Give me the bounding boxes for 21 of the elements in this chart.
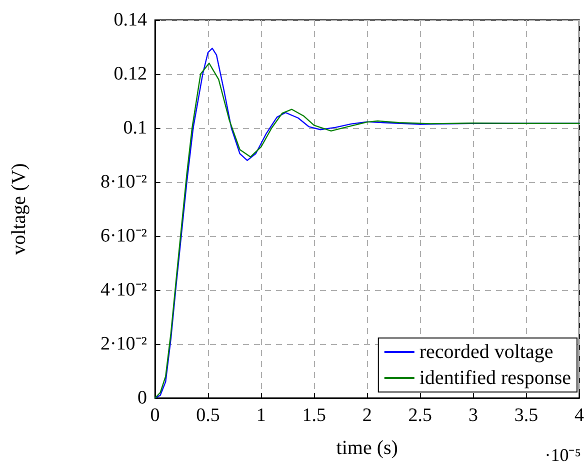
y-tick-label: 0	[138, 388, 147, 408]
x-axis-title: time (s)	[336, 437, 398, 459]
y-tick-label: 8·10⁻²	[100, 172, 148, 192]
x-tick-label: 2	[362, 405, 372, 426]
x-tick-label: 1.5	[302, 405, 326, 426]
y-tick-label: 0.1	[123, 118, 147, 138]
x-tick-label: 4	[574, 405, 584, 426]
x-tick-label: 1	[256, 405, 266, 426]
y-tick-label: 6·10⁻²	[100, 226, 148, 246]
y-tick-label: 0.12	[114, 64, 147, 84]
legend-label: recorded voltage	[419, 341, 554, 363]
y-tick-label: 0.14	[114, 10, 148, 30]
y-tick-label: 4·10⁻²	[100, 280, 148, 300]
y-tick-label: 2·10⁻²	[100, 334, 148, 354]
legend-label: identified response	[419, 367, 572, 389]
x-tick-label: 2.5	[408, 405, 432, 426]
text: ·10⁻⁵	[544, 445, 582, 465]
x-tick-label: 0.5	[196, 405, 220, 426]
x-tick-label: 3.5	[514, 405, 538, 426]
x-tick-label: 3	[468, 405, 478, 426]
y-axis-title: voltage (V)	[8, 163, 30, 255]
